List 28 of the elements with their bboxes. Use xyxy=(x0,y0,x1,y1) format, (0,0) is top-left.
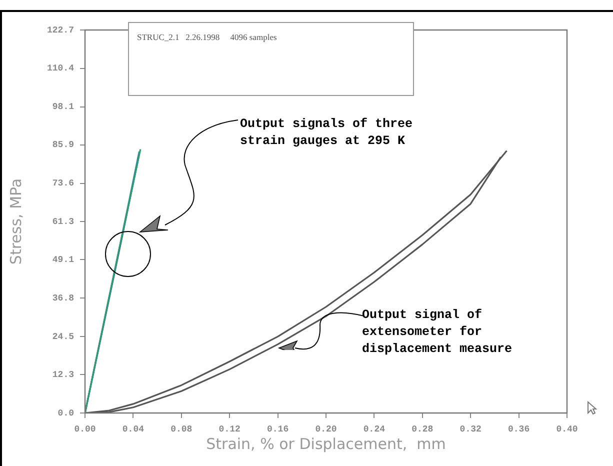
y-tick-label: 110.4 xyxy=(46,64,75,74)
x-tick-label: 0.08 xyxy=(170,424,192,435)
x-tick-label: 0.28 xyxy=(412,424,434,435)
y-tick-label: 98.1 xyxy=(52,102,75,112)
y-axis-title: Stress, MPa xyxy=(6,178,25,265)
y-tick-label: 122.7 xyxy=(46,25,74,36)
x-tick-label: 0.20 xyxy=(315,424,337,435)
annotation: STRUC_2.1 2.26.1998 4096 samples xyxy=(137,32,277,42)
y-tick-label: 0.0 xyxy=(58,408,74,418)
y-tick-label: 85.9 xyxy=(52,140,74,150)
x-tick-label: 0.12 xyxy=(218,424,240,435)
annotation: Output signal of extensometer for displacement measure xyxy=(362,307,512,358)
y-tick-label: 61.3 xyxy=(52,216,74,227)
y-tick-label: 12.3 xyxy=(52,370,74,380)
text-box: STRUC_2.1 2.26.1998 4096 samples xyxy=(128,22,414,96)
x-tick-label: 0.36 xyxy=(508,424,530,435)
y-tick-label: 49.1 xyxy=(52,255,75,266)
x-tick-label: 0.24 xyxy=(363,424,386,435)
x-tick-label: 0.32 xyxy=(460,424,482,435)
x-tick-label: 0.16 xyxy=(266,424,289,435)
y-tick-label: 73.6 xyxy=(52,178,74,189)
annotation: Output signals of three strain gauges at 295 K xyxy=(240,116,413,150)
y-tick-label: 24.5 xyxy=(52,332,74,342)
x-tick-label: 0.00 xyxy=(74,424,96,435)
x-tick-label: 0.40 xyxy=(556,424,578,435)
x-axis-title: Strain, % or Displacement, mm xyxy=(206,434,446,453)
y-tick-label: 36.8 xyxy=(52,293,74,304)
x-tick-label: 0.04 xyxy=(122,424,145,435)
